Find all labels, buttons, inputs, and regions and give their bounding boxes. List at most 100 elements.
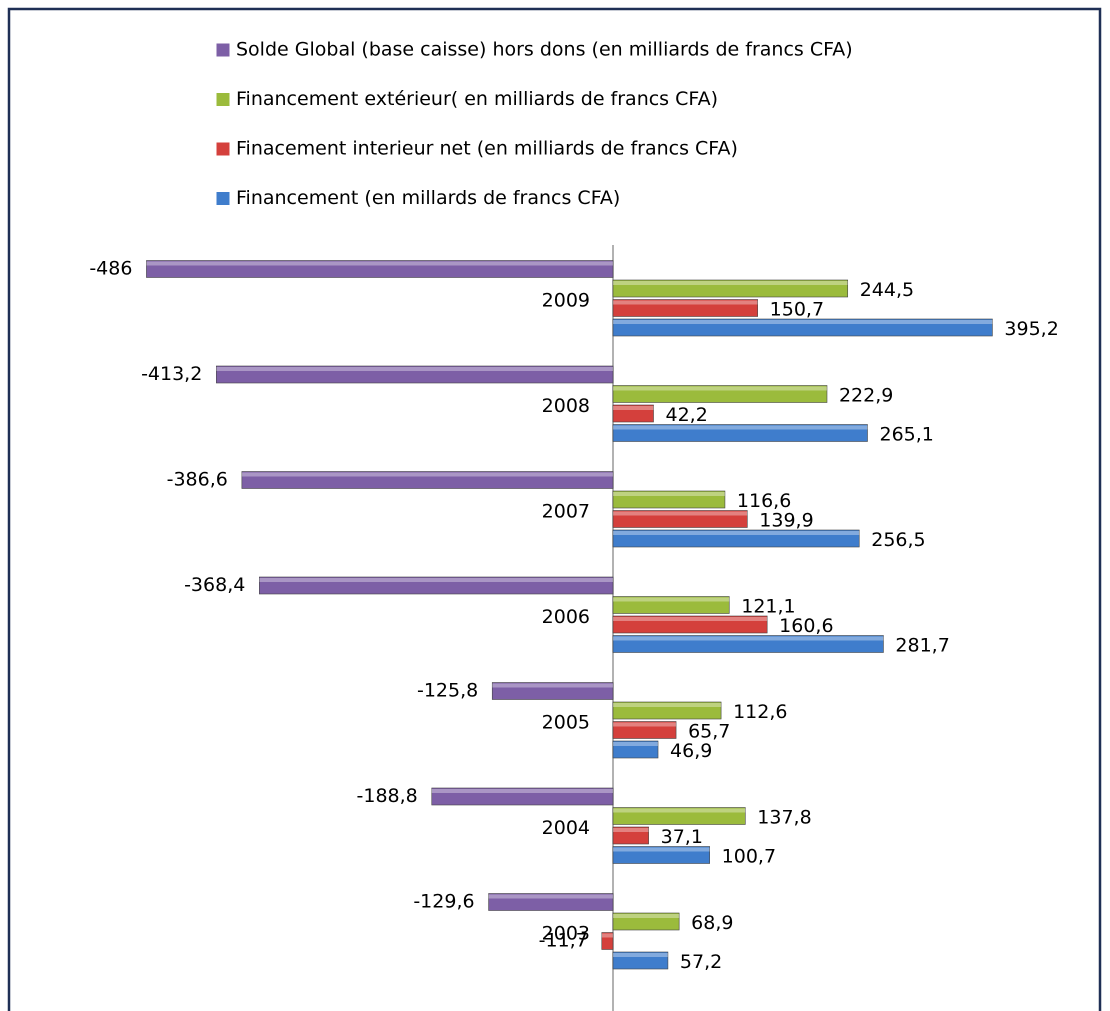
- bar-highlight: [146, 261, 613, 266]
- bar: [612, 404, 654, 423]
- bar-highlight: [613, 300, 758, 305]
- bar: [146, 260, 614, 278]
- value-label: 57,2: [680, 951, 722, 973]
- legend-label: Solde Global (base caisse) hors dons (en…: [236, 39, 853, 61]
- bar: [612, 299, 758, 317]
- legend-label: Financement extérieur( en milliards de f…: [236, 88, 718, 110]
- bar: [612, 721, 677, 739]
- bar-highlight: [613, 320, 993, 324]
- bar-highlight: [492, 683, 613, 688]
- category-label: 2006: [542, 606, 590, 628]
- value-label: -386,6: [167, 469, 228, 491]
- bar-highlight: [613, 722, 677, 727]
- legend-swatch: [215, 141, 231, 157]
- category-label: 2003: [542, 923, 590, 945]
- value-label: 137,8: [757, 807, 811, 829]
- bar: [612, 740, 659, 759]
- chart-border: [7, 7, 1102, 1011]
- value-label: -413,2: [141, 363, 202, 385]
- bar: [612, 826, 649, 845]
- bar-highlight: [613, 531, 860, 535]
- category-label: 2007: [542, 501, 590, 523]
- value-label: 121,1: [741, 596, 795, 618]
- bar-highlight: [613, 953, 668, 957]
- bar: [612, 385, 828, 403]
- bar: [612, 807, 746, 825]
- legend-swatch: [215, 191, 231, 206]
- bar: [601, 932, 614, 950]
- bar-highlight: [613, 847, 710, 852]
- bar-highlight: [613, 597, 730, 602]
- bar-highlight: [613, 703, 722, 707]
- bar-highlight: [216, 367, 613, 371]
- bar: [431, 787, 614, 806]
- value-label: 244,5: [860, 279, 914, 301]
- value-label: 265,1: [879, 424, 933, 446]
- bar: [612, 846, 710, 864]
- value-label: -129,6: [413, 891, 474, 913]
- value-label: 281,7: [895, 635, 949, 657]
- category-label: 2009: [542, 290, 590, 312]
- bar: [612, 701, 722, 720]
- bar-highlight: [613, 742, 659, 746]
- legend-swatch: [215, 92, 231, 107]
- bar-highlight: [613, 386, 827, 391]
- category-label: 2005: [542, 712, 590, 734]
- bar-highlight: [613, 828, 649, 832]
- value-label: 68,9: [691, 912, 733, 934]
- bar-highlight: [613, 636, 884, 641]
- value-label: -486: [89, 258, 132, 280]
- value-label: -11,7: [539, 930, 588, 952]
- value-label: 139,9: [759, 510, 813, 532]
- bar: [612, 615, 768, 634]
- bar-highlight: [613, 492, 725, 496]
- bar: [612, 635, 884, 653]
- value-label: 42,2: [666, 404, 708, 426]
- bar: [241, 471, 614, 489]
- value-label: 100,7: [722, 846, 776, 868]
- bar-highlight: [613, 808, 746, 813]
- bar-highlight: [613, 914, 680, 918]
- category-label: 2008: [542, 395, 590, 417]
- bar: [612, 318, 993, 337]
- bar: [612, 279, 849, 298]
- value-label: 112,6: [733, 701, 787, 723]
- bar: [612, 529, 860, 548]
- value-label: -368,4: [184, 574, 245, 596]
- bar: [612, 912, 680, 931]
- value-label: 37,1: [661, 826, 703, 848]
- bar-highlight: [613, 425, 868, 430]
- bar: [612, 951, 669, 970]
- legend-label: Financement (en millards de francs CFA): [236, 187, 620, 209]
- bar-highlight: [613, 406, 654, 410]
- value-label: 116,6: [737, 490, 791, 512]
- bar: [612, 490, 726, 509]
- bar-highlight: [613, 511, 748, 516]
- bar: [612, 510, 748, 528]
- bar: [259, 576, 614, 595]
- bar-highlight: [601, 933, 613, 938]
- category-label: 2004: [542, 817, 590, 839]
- bar: [612, 596, 730, 614]
- legend-swatch: [215, 42, 231, 58]
- bar: [216, 365, 614, 384]
- value-label: 395,2: [1004, 318, 1058, 340]
- value-label: 256,5: [871, 529, 925, 551]
- bar-highlight: [259, 578, 613, 582]
- bar-highlight: [241, 472, 613, 477]
- bar: [612, 424, 868, 442]
- value-label: 150,7: [770, 299, 824, 321]
- value-label: 46,9: [670, 740, 712, 762]
- value-label: 65,7: [688, 721, 730, 743]
- value-label: -188,8: [357, 785, 418, 807]
- bar-highlight: [613, 617, 768, 621]
- legend-label: Finacement interieur net (en milliards d…: [236, 138, 738, 160]
- bar-highlight: [613, 281, 848, 285]
- bar-highlight: [488, 894, 613, 899]
- bar: [491, 682, 614, 700]
- bar-highlight: [431, 789, 613, 793]
- value-label: 222,9: [839, 385, 893, 407]
- bar: [488, 893, 614, 911]
- value-label: 160,6: [779, 615, 833, 637]
